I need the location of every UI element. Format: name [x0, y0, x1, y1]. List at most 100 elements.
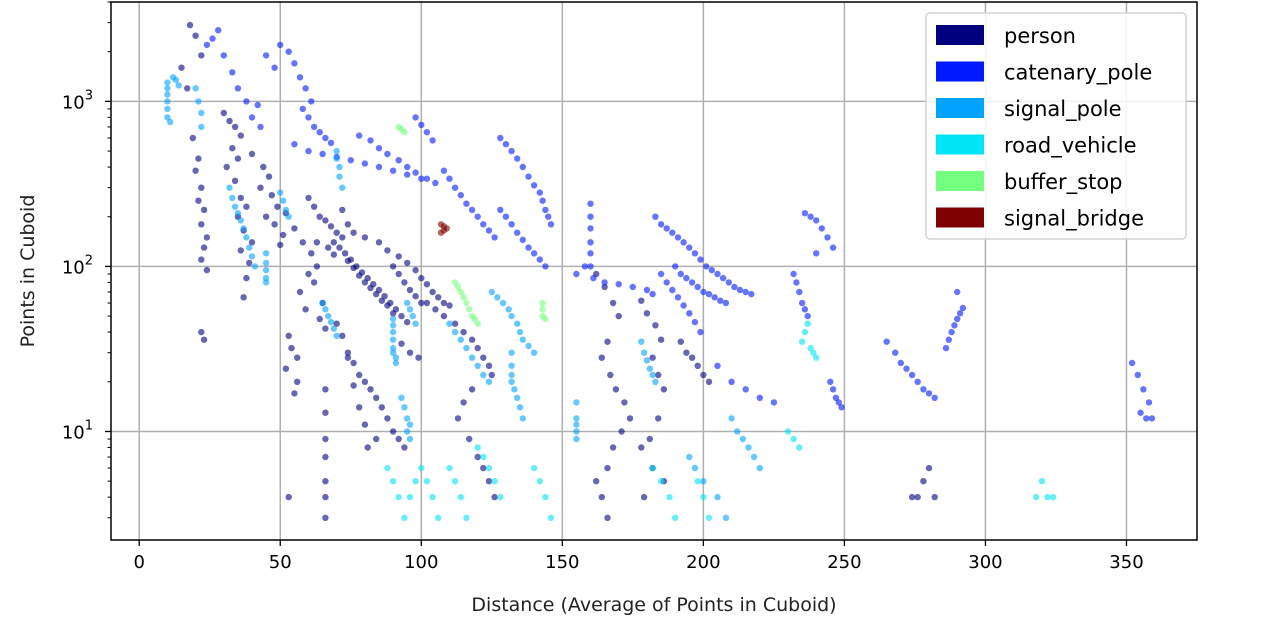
- data-point: [305, 270, 312, 278]
- data-point: [640, 349, 648, 356]
- data-point: [463, 344, 470, 352]
- data-point: [375, 163, 383, 171]
- data-point: [291, 60, 298, 67]
- data-point: [722, 514, 730, 521]
- data-point: [384, 247, 391, 254]
- data-point: [593, 478, 600, 485]
- data-point: [446, 320, 453, 327]
- data-point: [598, 493, 605, 501]
- data-point: [367, 386, 374, 393]
- data-point: [322, 217, 329, 224]
- data-point: [798, 338, 806, 345]
- data-point: [514, 155, 521, 162]
- data-point: [813, 354, 820, 361]
- data-point: [200, 336, 208, 343]
- data-point: [734, 428, 741, 435]
- data-point: [700, 288, 707, 296]
- data-point: [384, 150, 391, 158]
- data-point: [914, 378, 921, 385]
- data-point: [220, 109, 227, 117]
- data-point: [468, 386, 476, 393]
- data-point: [714, 493, 721, 501]
- data-point: [395, 270, 402, 278]
- x-tick-label: 350: [1109, 552, 1143, 573]
- data-point: [401, 129, 408, 136]
- data-point: [573, 399, 580, 406]
- data-point: [677, 338, 684, 345]
- data-point: [790, 270, 797, 278]
- data-point: [401, 514, 408, 521]
- data-point: [652, 213, 659, 220]
- data-point: [404, 259, 411, 267]
- data-point: [330, 251, 337, 258]
- data-point: [539, 197, 546, 204]
- data-point: [271, 221, 278, 228]
- data-point: [330, 325, 337, 332]
- data-point: [189, 134, 196, 142]
- data-point: [198, 256, 205, 263]
- data-point: [466, 435, 473, 443]
- data-point: [373, 435, 380, 443]
- data-point: [542, 315, 549, 323]
- data-point: [322, 306, 329, 313]
- data-point: [573, 435, 580, 443]
- data-point: [195, 155, 202, 162]
- data-point: [339, 234, 346, 241]
- data-point: [237, 194, 244, 202]
- data-point: [804, 312, 811, 320]
- data-point: [832, 394, 840, 401]
- data-point: [341, 250, 349, 257]
- data-point: [198, 123, 205, 131]
- data-point: [736, 286, 744, 294]
- data-point: [1049, 493, 1057, 501]
- data-point: [488, 371, 495, 379]
- data-point: [756, 394, 763, 401]
- series-person: [178, 21, 938, 521]
- data-point: [485, 478, 493, 485]
- data-point: [392, 354, 400, 361]
- data-point: [612, 386, 620, 393]
- data-point: [243, 203, 250, 210]
- data-point: [401, 404, 408, 411]
- data-point: [178, 64, 185, 71]
- data-point: [770, 399, 778, 406]
- data-point: [319, 150, 326, 158]
- data-point: [418, 464, 425, 472]
- data-point: [319, 299, 326, 307]
- data-point: [494, 294, 501, 301]
- data-point: [700, 478, 707, 485]
- data-point: [508, 378, 515, 385]
- data-point: [807, 344, 814, 352]
- data-point: [638, 338, 645, 345]
- data-point: [756, 464, 763, 472]
- data-point: [897, 359, 904, 367]
- data-point: [435, 294, 442, 301]
- data-point: [404, 318, 411, 326]
- data-point: [480, 464, 487, 472]
- data-point: [446, 302, 453, 309]
- data-point: [257, 123, 264, 131]
- data-point: [262, 259, 270, 267]
- data-point: [305, 147, 312, 155]
- data-point: [1143, 415, 1150, 422]
- data-point: [446, 175, 453, 182]
- data-point: [468, 336, 476, 343]
- data-point: [418, 175, 425, 182]
- data-point: [237, 247, 244, 254]
- data-point: [285, 48, 292, 55]
- data-point: [350, 229, 357, 236]
- y-tick-label: 101: [62, 418, 93, 443]
- data-point: [474, 320, 481, 327]
- data-point: [316, 213, 323, 220]
- data-point: [192, 85, 199, 92]
- data-point: [618, 428, 625, 435]
- points-layer: [164, 21, 1156, 521]
- data-point: [488, 288, 495, 296]
- data-point: [1148, 415, 1156, 422]
- data-point: [260, 163, 267, 171]
- data-point: [514, 394, 521, 401]
- data-point: [519, 415, 526, 422]
- series-catenary-pole: [203, 27, 1156, 422]
- data-point: [827, 378, 834, 385]
